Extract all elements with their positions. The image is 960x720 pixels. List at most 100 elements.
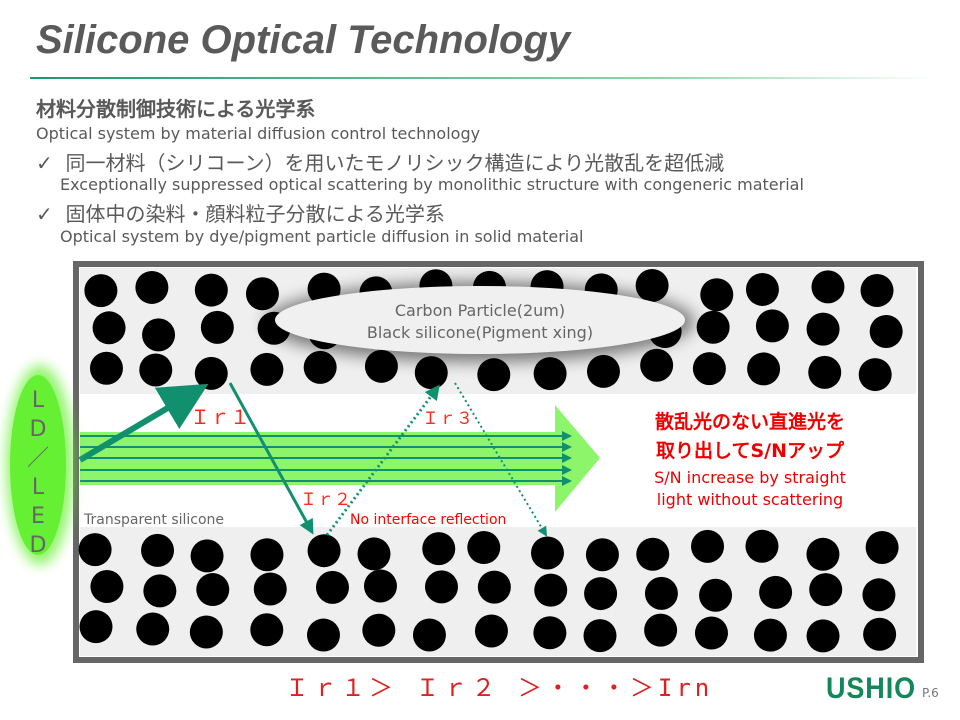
carbon-particle [253, 572, 287, 606]
ld-led-source [10, 375, 66, 555]
carbon-particle [78, 533, 112, 567]
carbon-particle [811, 270, 845, 304]
carbon-particle [190, 539, 224, 573]
carbon-particle [691, 529, 725, 563]
carbon-particle [806, 619, 840, 653]
ld-led-char: D [30, 417, 47, 442]
ir3-label: Ｉｒ３ [422, 409, 473, 429]
bullet-1-en: Exceptionally suppressed optical scatter… [60, 175, 804, 194]
carbon-particle [644, 613, 678, 647]
carbon-particle [196, 573, 230, 607]
carbon-particle [753, 618, 787, 652]
carbon-particle [862, 578, 896, 612]
result-en-1: S/N increase by straight [654, 468, 846, 487]
carbon-particle [865, 530, 899, 564]
carbon-particle [755, 309, 789, 343]
carbon-particle [533, 357, 567, 391]
carbon-particle [307, 534, 341, 568]
carbon-particle [414, 356, 448, 390]
particle-label-1: Carbon Particle(2um) [395, 301, 565, 320]
carbon-particle [534, 573, 568, 607]
carbon-particle [696, 310, 730, 344]
beam-rays [80, 431, 572, 486]
carbon-particle [92, 311, 126, 345]
carbon-particle [200, 310, 234, 344]
carbon-particle [533, 616, 567, 650]
ir1-arrow [78, 383, 209, 463]
carbon-particle [640, 348, 674, 382]
ld-led-label: LD／LED [27, 388, 49, 558]
ir2-label: Ｉｒ２ [300, 490, 351, 510]
carbon-particle [860, 274, 894, 308]
carbon-particle [136, 612, 170, 646]
slide-title: Silicone Optical Technology [36, 18, 571, 62]
carbon-particle [583, 619, 617, 653]
carbon-particle [250, 613, 284, 647]
carbon-particle [79, 610, 113, 644]
carbon-particle [700, 278, 734, 312]
carbon-particle [474, 614, 508, 648]
carbon-particle [412, 618, 446, 652]
carbon-particle [194, 356, 228, 390]
carbon-particle [530, 536, 564, 570]
result-jp-2: 取り出してS/Nアップ [656, 439, 845, 462]
carbon-particle [363, 569, 397, 603]
carbon-particle [424, 570, 458, 604]
check-icon: ✓ [36, 202, 53, 226]
transparent-silicone-label: Transparent silicone [83, 512, 224, 528]
no-reflection-label: No interface reflection [350, 512, 506, 528]
carbon-particle [422, 532, 456, 566]
particle-label-bubble [275, 286, 685, 354]
bullet-2-en: Optical system by dye/pigment particle d… [60, 227, 584, 246]
carbon-particle [585, 538, 619, 572]
ld-led-char: ／ [27, 446, 49, 471]
carbon-particle [636, 537, 670, 571]
title-underline [30, 77, 935, 79]
bullet-2-jp: 固体中の染料・顔料粒子分散による光学系 [65, 202, 445, 226]
carbon-particle [694, 616, 728, 650]
carbon-particle [692, 352, 726, 386]
carbon-particle [245, 277, 279, 311]
ld-led-char: E [31, 504, 45, 529]
carbon-particle [586, 354, 620, 388]
carbon-particle [194, 273, 228, 307]
carbon-particle [477, 570, 511, 604]
carbon-particle [362, 613, 396, 647]
ir3-arrow [325, 384, 440, 536]
carbon-particle [745, 272, 779, 306]
ushio-logo: USHIO [826, 672, 917, 705]
carbon-particle [306, 618, 340, 652]
carbon-particle [135, 270, 169, 304]
carbon-particle [745, 529, 779, 563]
carbon-particle [809, 573, 843, 607]
carbon-particle [142, 318, 176, 352]
carbon-particle [477, 358, 511, 392]
carbon-particle [759, 575, 793, 609]
carbon-particle [747, 352, 781, 386]
carbon-particle [858, 358, 892, 392]
carbon-particle [808, 355, 842, 389]
carbon-particle [806, 537, 840, 571]
carbon-particle [315, 570, 349, 604]
heading-jp: 材料分散制御技術による光学系 [36, 97, 316, 121]
carbon-particles [78, 269, 903, 653]
check-icon: ✓ [36, 151, 53, 175]
carbon-particle [89, 351, 123, 385]
carbon-particle [584, 577, 618, 611]
carbon-particle [467, 531, 501, 565]
carbon-particle [84, 274, 118, 308]
carbon-particle [699, 578, 733, 612]
carbon-particle [90, 570, 124, 604]
particle-label-2: Black silicone(Pigment xing) [367, 323, 593, 342]
bullet-2: ✓ 固体中の染料・顔料粒子分散による光学系 [36, 198, 445, 227]
carbon-particle [635, 269, 669, 303]
page-number: P.6 [922, 686, 939, 700]
ir2-arrow [228, 382, 314, 535]
result-jp-1: 散乱光のない直進光を [655, 410, 845, 433]
carbon-particle [863, 617, 897, 651]
carbon-particle [143, 574, 177, 608]
carbon-particle [250, 538, 284, 572]
carbon-particle [141, 533, 175, 567]
heading-en: Optical system by material diffusion con… [36, 124, 481, 143]
carbon-particle [250, 352, 284, 386]
